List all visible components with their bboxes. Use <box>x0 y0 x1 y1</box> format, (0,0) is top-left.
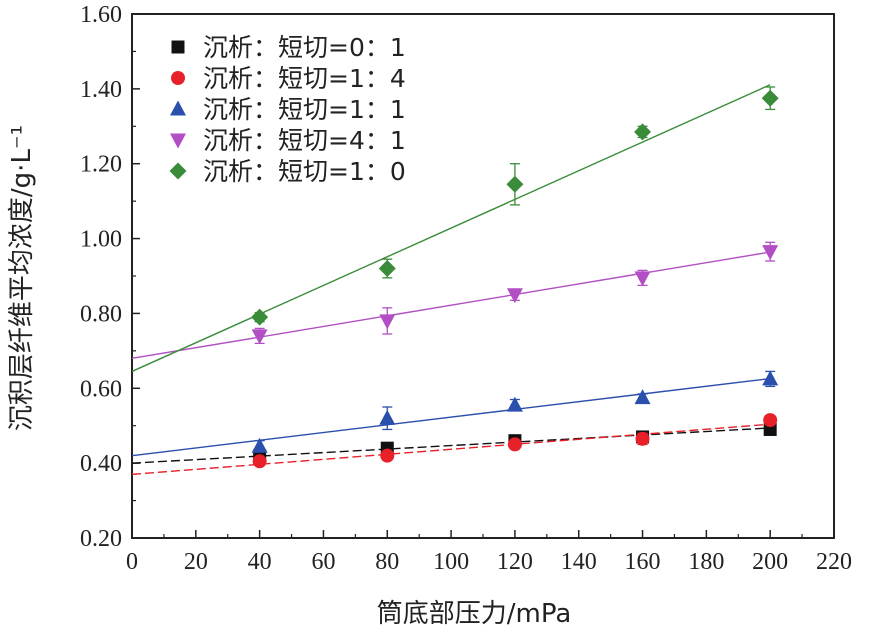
legend-label: 沉析：短切=4：1 <box>203 126 406 155</box>
legend-marker <box>171 71 185 85</box>
data-point <box>506 175 524 193</box>
y-tick-label: 1.00 <box>80 227 122 253</box>
legend-marker <box>170 100 186 116</box>
legend-label: 沉析：短切=1：0 <box>203 157 406 186</box>
data-point <box>762 370 779 386</box>
legend-label: 沉析：短切=1：4 <box>203 64 406 93</box>
y-tick-label: 1.40 <box>80 77 122 103</box>
legend-marker <box>169 162 187 180</box>
x-tick-label: 140 <box>561 549 597 575</box>
data-point <box>763 413 778 428</box>
data-point <box>380 448 395 463</box>
x-tick-label: 60 <box>311 549 335 575</box>
data-point <box>251 308 269 326</box>
y-axis-title: 沉积层纤维平均浓度/g·L⁻¹ <box>7 125 37 431</box>
data-point <box>635 431 650 446</box>
x-tick-label: 100 <box>433 549 469 575</box>
x-tick-label: 40 <box>248 549 272 575</box>
legend-label: 沉析：短切=0：1 <box>203 33 406 62</box>
legend-marker <box>171 40 185 54</box>
y-tick-label: 0.80 <box>80 301 122 327</box>
y-tick-label: 1.20 <box>80 152 122 178</box>
x-tick-label: 0 <box>126 549 138 575</box>
data-point <box>634 123 652 141</box>
x-tick-label: 160 <box>625 549 661 575</box>
data-point <box>634 271 651 287</box>
y-tick-label: 1.60 <box>80 2 122 28</box>
data-point <box>506 396 523 412</box>
x-tick-label: 220 <box>816 549 852 575</box>
x-axis-title: 筒底部压力/mPa <box>377 599 572 629</box>
legend-marker <box>170 133 186 149</box>
data-point <box>761 89 779 107</box>
data-point <box>251 437 268 453</box>
data-point <box>378 260 396 278</box>
data-point <box>507 437 522 452</box>
x-tick-label: 180 <box>688 549 724 575</box>
fit-line <box>131 251 771 360</box>
y-tick-label: 0.20 <box>80 526 122 552</box>
data-point <box>379 409 396 425</box>
x-tick-label: 20 <box>184 549 208 575</box>
y-tick-label: 0.40 <box>80 451 122 477</box>
x-tick-label: 120 <box>497 549 533 575</box>
y-tick-label: 0.60 <box>80 376 122 402</box>
data-point <box>379 314 396 330</box>
fit-line <box>131 423 771 476</box>
fit-line <box>131 377 771 457</box>
data-point <box>252 454 267 469</box>
x-tick-label: 200 <box>752 549 788 575</box>
data-point <box>251 329 268 345</box>
data-point <box>762 245 779 261</box>
fit-line <box>131 84 771 373</box>
data-point <box>634 389 651 405</box>
x-tick-label: 80 <box>375 549 399 575</box>
fit-line <box>131 427 771 464</box>
data-point <box>506 288 523 304</box>
legend-label: 沉析：短切=1：1 <box>203 95 406 124</box>
